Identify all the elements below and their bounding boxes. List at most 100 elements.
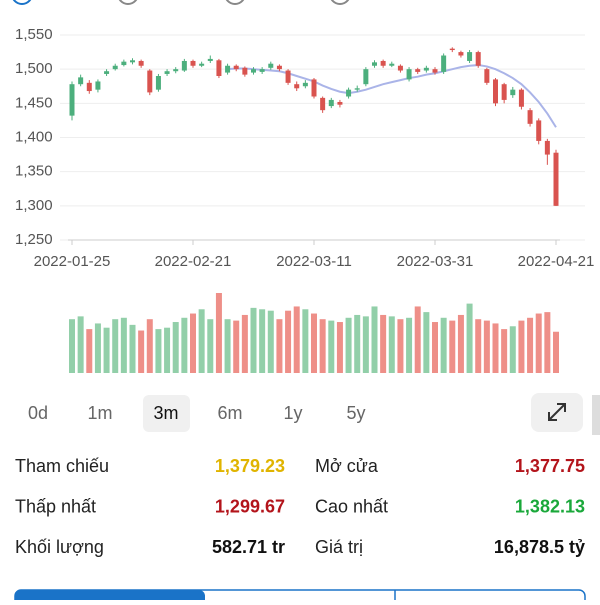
volume-bar [120,317,127,373]
volume-bar [345,317,352,373]
volume-bar [112,319,119,373]
candle-body [181,60,187,71]
candle-body [104,71,110,74]
candle-body [346,89,352,97]
candle-body [242,67,248,75]
volume-bar [276,319,283,373]
volume-bar [138,330,145,373]
candle-body [155,76,161,90]
volume-bar [509,326,516,373]
volume-bar [94,323,101,373]
candle-body [527,110,533,124]
volume-bar [414,306,421,373]
candle-body [294,84,300,89]
volume-bar [406,317,413,373]
volume-bar [164,327,171,373]
candle-body [389,63,395,66]
candle-body [276,65,282,70]
period-button[interactable]: 1y [283,403,302,423]
candle-body [372,62,377,66]
candle-body [544,140,550,155]
stat-label: Mở cửa [315,456,379,476]
candle-body [423,67,429,71]
candle-body [536,120,542,141]
candle-body [251,69,256,73]
stat-value: 1,379.23 [215,456,285,476]
candle-body [173,69,179,72]
candle-body [164,71,170,74]
x-tick-label: 2022-03-31 [397,253,474,270]
candle-body [285,70,291,83]
candle-body [553,152,559,206]
candle-body [302,82,308,87]
icon [12,0,32,5]
volume-bar [302,309,309,373]
icon [118,0,138,5]
stat-label: Cao nhất [315,496,388,516]
volume-bar [181,317,188,373]
volume-bar [77,316,84,373]
volume-bar [190,313,196,373]
candle-body [138,60,144,66]
volume-bar [527,317,534,373]
volume-bar [267,310,274,373]
candle-body [415,69,421,72]
candle-body [458,52,464,56]
stat-label: Thấp nhất [15,496,96,516]
candle-body [467,52,473,61]
volume-bar [319,319,326,373]
volume-bar [483,320,490,373]
volume-bar [259,309,266,373]
volume-bar [440,317,447,373]
candle-body [475,52,481,66]
y-tick-label: 1,350 [15,163,53,180]
candle-body [337,101,343,105]
volume-bar [103,327,110,373]
candle-body [449,48,455,51]
volume-bar [457,314,464,373]
icon [225,0,245,5]
candle-body [406,69,412,80]
stat-value: 582.71 tr [212,537,285,557]
volume-bar [371,306,378,373]
x-tick-label: 2022-04-21 [518,253,595,270]
stat-value: 1,382.13 [515,496,585,516]
candle-body [493,79,498,104]
candle-body [147,70,153,93]
period-button[interactable]: 5y [346,403,365,423]
volume-bar [354,314,361,373]
volume-bar [155,329,162,373]
stat-value: 1,299.67 [215,496,285,516]
stat-label: Khối lượng [15,537,104,557]
candle-body [510,89,516,96]
stat-value: 1,377.75 [515,456,585,476]
candle-body [112,65,118,70]
volume-bar [311,313,317,373]
candle-body [199,63,205,66]
volume-bar [362,316,369,373]
volume-bar [86,329,93,373]
icon [330,0,350,5]
candle-body [328,99,334,107]
candle-body [268,63,274,68]
volume-bar [146,319,153,373]
scrollbar [592,395,600,435]
period-button[interactable]: 0d [28,403,48,423]
volume-bar [336,322,343,373]
volume-bar [544,312,551,373]
volume-bar [250,307,257,373]
candle-body [484,69,490,83]
volume-bar [328,320,335,373]
volume-bar [241,314,248,373]
period-button[interactable]: 6m [217,403,242,423]
tab-active[interactable] [15,590,205,605]
y-tick-label: 1,500 [15,60,53,77]
period-button[interactable]: 3m [153,403,178,423]
period-button[interactable]: 1m [87,403,112,423]
candle-body [518,89,524,107]
volume-bar [553,331,559,373]
x-tick-label: 2022-01-25 [34,253,111,270]
stat-value: 16,878.5 tỷ [494,537,585,557]
